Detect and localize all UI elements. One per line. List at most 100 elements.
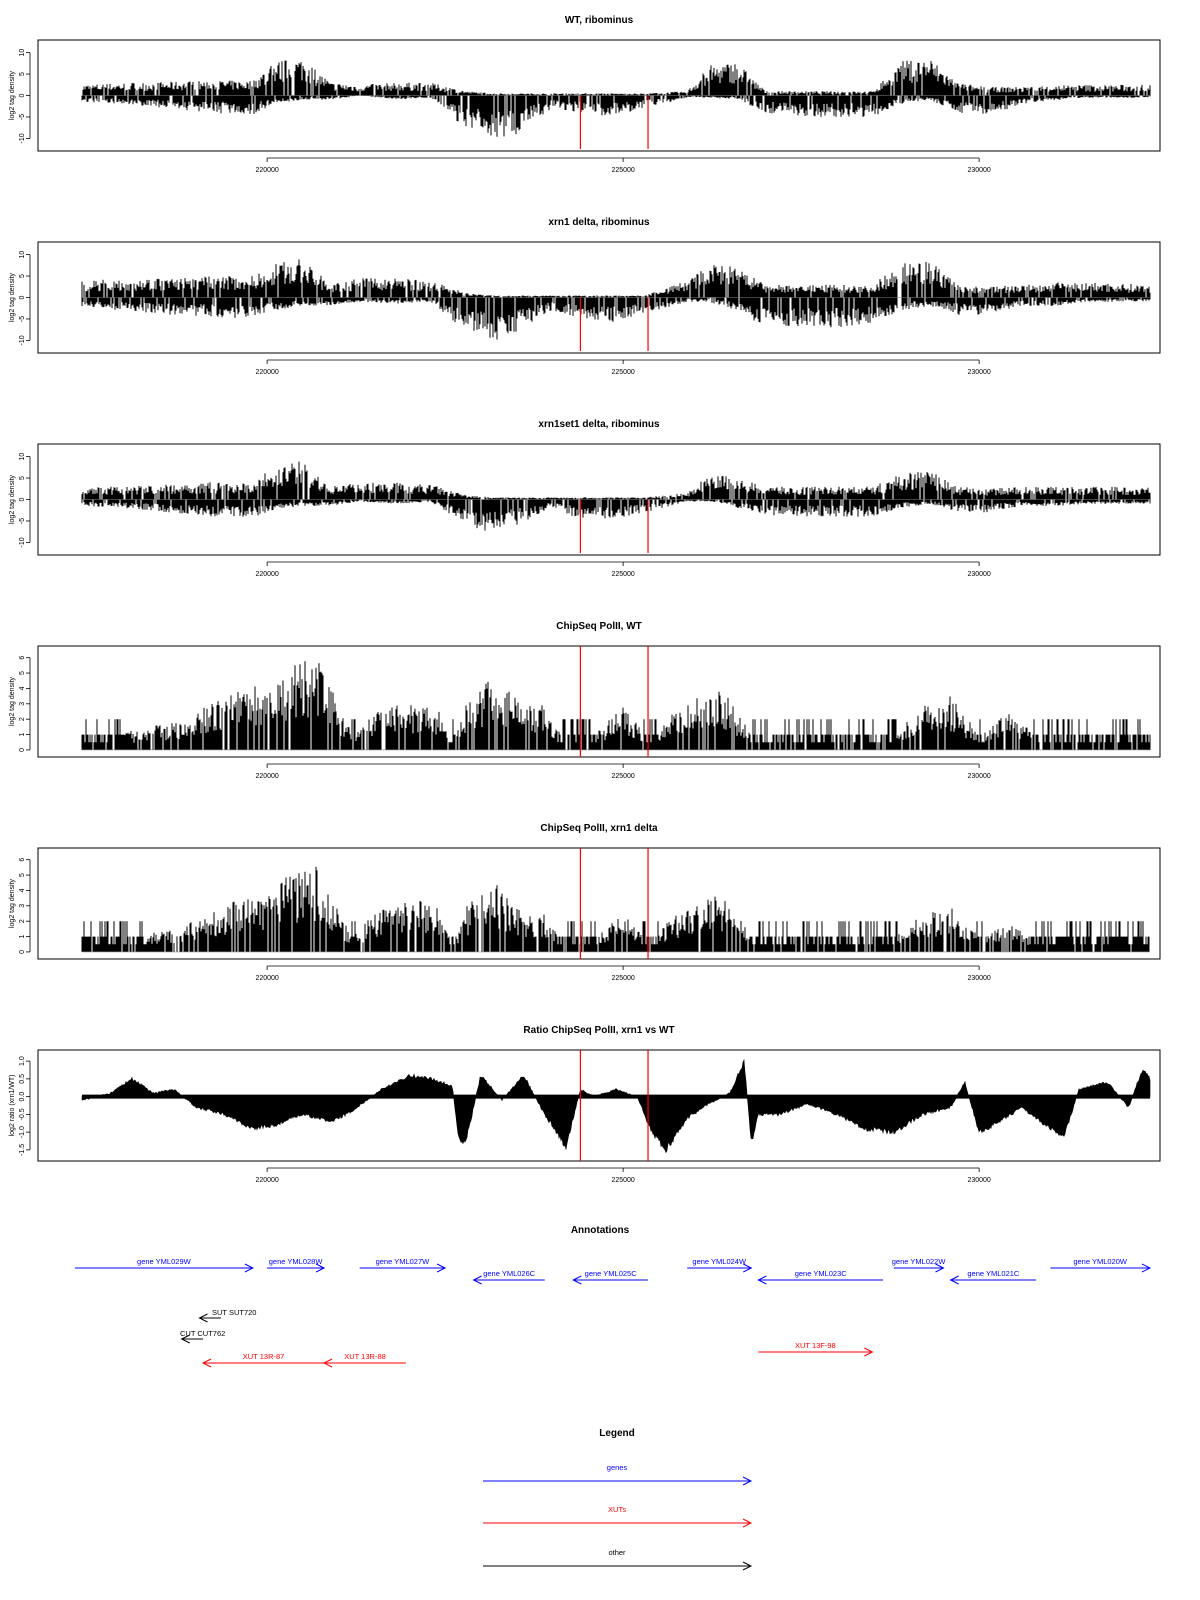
gene-annotation: gene YML025C — [572, 1269, 649, 1285]
xut-label: XUT 13F-98 — [795, 1341, 836, 1350]
gene-label: gene YML020W — [1073, 1257, 1128, 1266]
gene-annotation: gene YML021C — [949, 1269, 1037, 1285]
gene-annotation: gene YML029W — [74, 1257, 254, 1273]
x-tick-label: 225000 — [611, 369, 634, 376]
y-tick-label: 5 — [19, 274, 26, 278]
gene-arrow-arrowhead — [572, 1275, 582, 1285]
gene-annotation: gene YML024W — [687, 1257, 753, 1273]
x-tick-label: 230000 — [967, 975, 990, 982]
y-tick-label: -5 — [19, 518, 26, 524]
gene-annotation: gene YML023C — [757, 1269, 883, 1285]
plot-frame — [37, 241, 1161, 354]
x-tick-label: 230000 — [967, 773, 990, 780]
gene-label: gene YML021C — [967, 1269, 1020, 1278]
y-tick-label: 5 — [19, 476, 26, 480]
x-tick-label: 220000 — [255, 369, 278, 376]
y-tick-label: -5 — [19, 114, 26, 120]
legend-item-genes: genes — [483, 1463, 753, 1486]
other-label: SUT SUT720 — [212, 1308, 256, 1317]
y-tick-label: 0 — [19, 950, 26, 954]
x-tick-label: 225000 — [611, 975, 634, 982]
y-axis-label: log2 tag density — [9, 70, 16, 120]
x-tick-label: 220000 — [255, 571, 278, 578]
gene-arrow-arrowhead — [949, 1275, 959, 1285]
gene-label: gene YML023C — [795, 1269, 848, 1278]
x-tick-label: 220000 — [255, 167, 278, 174]
chart-title: xrn1set1 delta, ribominus — [538, 419, 660, 430]
y-tick-label: 1 — [19, 733, 26, 737]
gene-annotation: gene YML028W — [267, 1257, 326, 1273]
gene-arrow-arrowhead — [757, 1275, 767, 1285]
y-tick-label: 4 — [19, 686, 26, 690]
density-bars-series-1 — [81, 661, 1151, 750]
x-tick-label: 225000 — [611, 571, 634, 578]
y-axis-label: log2 tag density — [9, 676, 16, 726]
xut-annotation: XUT 13R-88 — [322, 1352, 406, 1368]
y-tick-label: 5 — [19, 873, 26, 877]
density-bars-series-2 — [81, 499, 1151, 531]
gene-arrow-arrowhead — [743, 1263, 753, 1273]
gene-label: gene YML028W — [269, 1257, 324, 1266]
annotations-section: Annotations gene YML029W gene YML028W gene … — [74, 1225, 1152, 1368]
chart-panel-5: ChipSeq PolII, xrn1 delta 0 1 2 3 4 5 6 log2 tag… — [9, 823, 1161, 982]
gene-label: gene YML024W — [692, 1257, 747, 1266]
gene-arrow-arrowhead — [935, 1263, 945, 1273]
y-axis-label: log2 tag density — [9, 878, 16, 928]
legend-arrow-arrowhead — [742, 1476, 753, 1486]
legend-label: XUTs — [608, 1505, 626, 1514]
density-bars-series-1 — [82, 60, 1151, 96]
chart-panel-6: Ratio ChipSeq PolII, xrn1 vs WT -1.5 -1.0 -… — [9, 1025, 1161, 1184]
y-axis-label: log2 tag density — [9, 272, 16, 322]
gene-label: gene YML029W — [137, 1257, 192, 1266]
x-tick-label: 220000 — [255, 1177, 278, 1184]
plot-frame — [37, 1049, 1161, 1162]
xut-arrow-arrowhead — [201, 1358, 212, 1368]
y-axis-label: log2 tag density — [9, 474, 16, 524]
y-tick-label: 5 — [19, 72, 26, 76]
gene-annotation: gene YML026C — [472, 1269, 545, 1285]
density-bars-series-2 — [81, 297, 1151, 340]
chart-title: ChipSeq PolII, xrn1 delta — [540, 823, 658, 834]
xut-label: XUT 13R-87 — [243, 1352, 285, 1361]
y-tick-label: 0 — [19, 93, 26, 97]
xut-annotation: XUT 13R-87 — [201, 1352, 325, 1368]
plot-frame — [37, 847, 1161, 960]
y-tick-label: -10 — [19, 133, 26, 143]
legend: Legend genes XUTs other — [483, 1428, 753, 1571]
y-tick-label: 1 — [19, 935, 26, 939]
y-tick-label: 5 — [19, 671, 26, 675]
annotations-title: Annotations — [571, 1225, 630, 1236]
xut-arrow-arrowhead — [322, 1358, 333, 1368]
y-tick-label: 6 — [19, 656, 26, 660]
gene-arrow-arrowhead — [436, 1263, 447, 1273]
chart-title: xrn1 delta, ribominus — [548, 217, 650, 228]
other-label: CUT CUT762 — [180, 1329, 225, 1338]
other-annotation: SUT SUT720 — [198, 1308, 256, 1323]
gene-arrow-arrowhead — [244, 1263, 254, 1273]
gene-arrow-arrowhead — [315, 1263, 326, 1273]
plot-frame — [37, 39, 1161, 152]
xut-annotation: XUT 13F-98 — [758, 1341, 874, 1357]
x-tick-label: 230000 — [967, 167, 990, 174]
gene-label: gene YML025C — [585, 1269, 638, 1278]
x-tick-label: 225000 — [611, 773, 634, 780]
legend-label: other — [608, 1548, 626, 1557]
y-axis-label: log2 ratio (xrn1/WT) — [9, 1075, 16, 1137]
x-tick-label: 230000 — [967, 369, 990, 376]
gene-label: gene YML026C — [483, 1269, 536, 1278]
chart-panel-4: ChipSeq PolII, WT 0 1 2 3 4 5 6 log2 tag density… — [9, 621, 1161, 780]
y-tick-label: 0 — [19, 295, 26, 299]
y-tick-label: -0.5 — [19, 1108, 26, 1120]
x-tick-label: 225000 — [611, 1177, 634, 1184]
gene-annotation: gene YML020W — [1050, 1257, 1152, 1273]
ratio-area — [81, 1058, 1151, 1154]
density-bars-series-1 — [81, 866, 1150, 952]
y-tick-label: 10 — [19, 251, 26, 259]
other-annotation: CUT CUT762 — [180, 1329, 225, 1344]
chart-title: Ratio ChipSeq PolII, xrn1 vs WT — [523, 1025, 674, 1036]
legend-arrow-arrowhead — [742, 1518, 753, 1528]
density-bars-series-1 — [81, 461, 1151, 500]
chart-panel-2: xrn1 delta, ribominus -10 -5 0 5 10 log2 tag d… — [9, 217, 1161, 376]
y-tick-label: -10 — [19, 537, 26, 547]
